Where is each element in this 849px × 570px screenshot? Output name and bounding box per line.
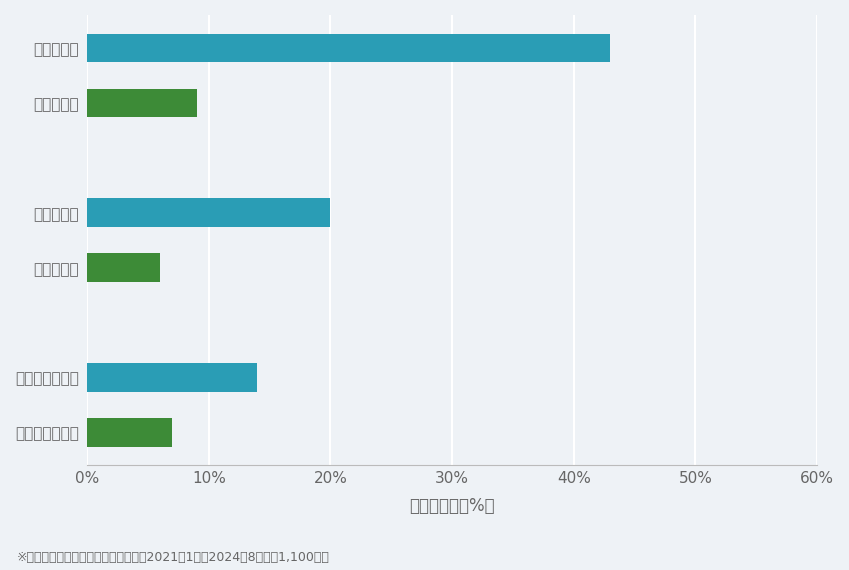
- Bar: [87, 198, 330, 227]
- Bar: [87, 88, 197, 117]
- Bar: [87, 34, 610, 62]
- Text: ※弊社受付の案件を対象に集計（期間2021年1月〜2024年8月、計1,100件）: ※弊社受付の案件を対象に集計（期間2021年1月〜2024年8月、計1,100件…: [17, 551, 330, 564]
- Bar: [87, 254, 160, 282]
- X-axis label: 件数の割合（%）: 件数の割合（%）: [409, 497, 495, 515]
- Bar: [87, 418, 172, 447]
- Bar: [87, 363, 257, 392]
